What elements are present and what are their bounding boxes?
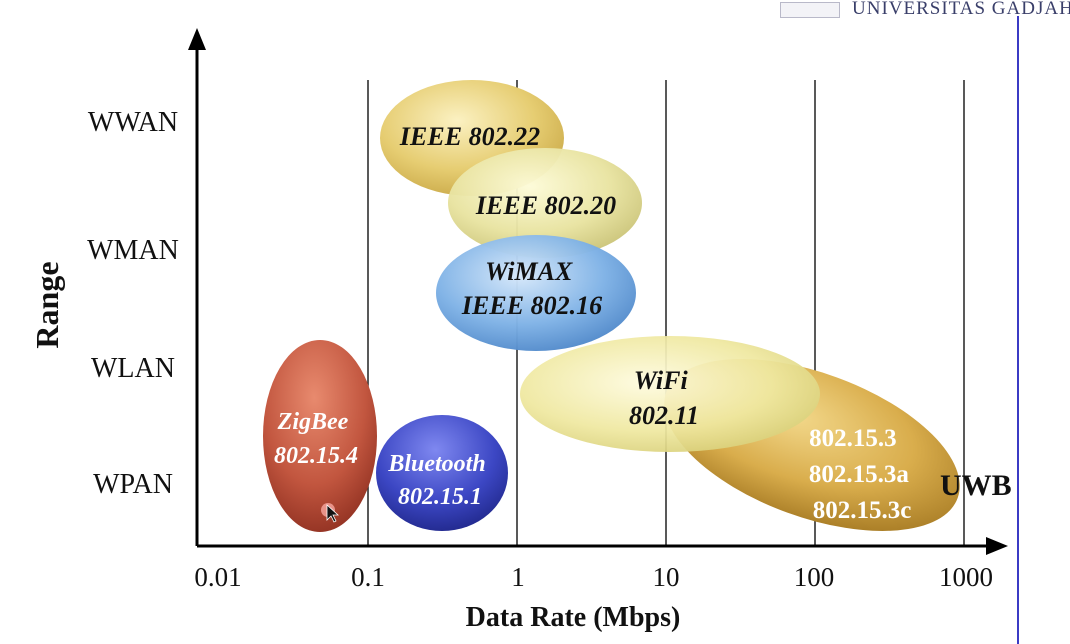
y-category-wwan: WWAN: [88, 107, 178, 138]
technology-region-wifi: WiFi 802.11: [520, 336, 820, 452]
bluetooth-label-line1: Bluetooth: [387, 451, 485, 477]
uwb-standards-labels: 802.15.3 802.15.3a 802.15.3c: [809, 425, 915, 524]
wifi-label-line2: 802.11: [629, 401, 699, 430]
x-axis-arrowhead: [986, 537, 1008, 555]
y-category-wpan: WPAN: [93, 469, 173, 500]
university-name: UNIVERSITAS GADJAH I: [852, 0, 1070, 19]
university-logo-mark: [780, 2, 840, 18]
zigbee-label-line2: 802.15.4: [274, 443, 358, 469]
wimax-label-line2: IEEE 802.16: [461, 291, 602, 320]
x-axis-title: Data Rate (Mbps): [466, 602, 681, 633]
y-axis-arrowhead: [188, 28, 206, 50]
y-category-wman: WMAN: [87, 235, 179, 266]
y-category-wlan: WLAN: [91, 353, 175, 384]
svg-text:IEEE 802.20: IEEE 802.20: [475, 191, 616, 220]
bluetooth-label-line2: 802.15.1: [398, 484, 482, 510]
x-tick-0.1: 0.1: [351, 562, 385, 592]
x-tick-100: 100: [794, 562, 835, 592]
ieee-802-22-label: IEEE 802.22: [399, 122, 540, 151]
technology-region-zigbee: ZigBee 802.15.4: [263, 340, 377, 532]
svg-text:Bluetooth 802.15.1: Bluetooth 802.15.1: [387, 451, 491, 510]
axes: [188, 28, 1008, 555]
technology-region-bluetooth: Bluetooth 802.15.1: [376, 415, 508, 531]
svg-text:802.15.3 802.15.3a: 802.15.3 802.15.3a 802.15.3c: [809, 425, 915, 524]
technology-region-wimax: WiMAX IEEE 802.16: [436, 235, 636, 351]
svg-text:ZigBee 802.15.4: ZigBee 802.15.4: [274, 409, 358, 469]
uwb-standard-label-2: 802.15.3a: [809, 461, 910, 488]
technology-region-ieee-802-20: IEEE 802.20: [448, 148, 642, 258]
slide-edge-rule: [1017, 16, 1019, 644]
uwb-standard-label-1: 802.15.3: [809, 425, 897, 452]
ieee-802-20-label: IEEE 802.20: [475, 191, 616, 220]
uwb-label: UWB: [940, 469, 1012, 502]
wimax-label-line1: WiMAX: [485, 257, 573, 286]
x-tick-1000: 1000: [939, 562, 993, 592]
svg-text:WiMAX IEEE 802.16: WiMAX IEEE 802.16: [461, 257, 602, 320]
zigbee-label-line1: ZigBee: [277, 409, 349, 435]
uwb-standard-label-3: 802.15.3c: [813, 497, 912, 524]
svg-text:IEEE 802.22: IEEE 802.22: [399, 122, 540, 151]
x-tick-0.01: 0.01: [194, 562, 241, 592]
wifi-label-line1: WiFi: [634, 366, 689, 395]
mouse-pointer-icon: [326, 504, 340, 523]
x-tick-10: 10: [653, 562, 680, 592]
x-tick-1: 1: [511, 562, 525, 592]
svg-text:WiFi 802.11: WiFi 802.11: [629, 366, 699, 430]
y-axis-title: Range: [29, 261, 65, 348]
